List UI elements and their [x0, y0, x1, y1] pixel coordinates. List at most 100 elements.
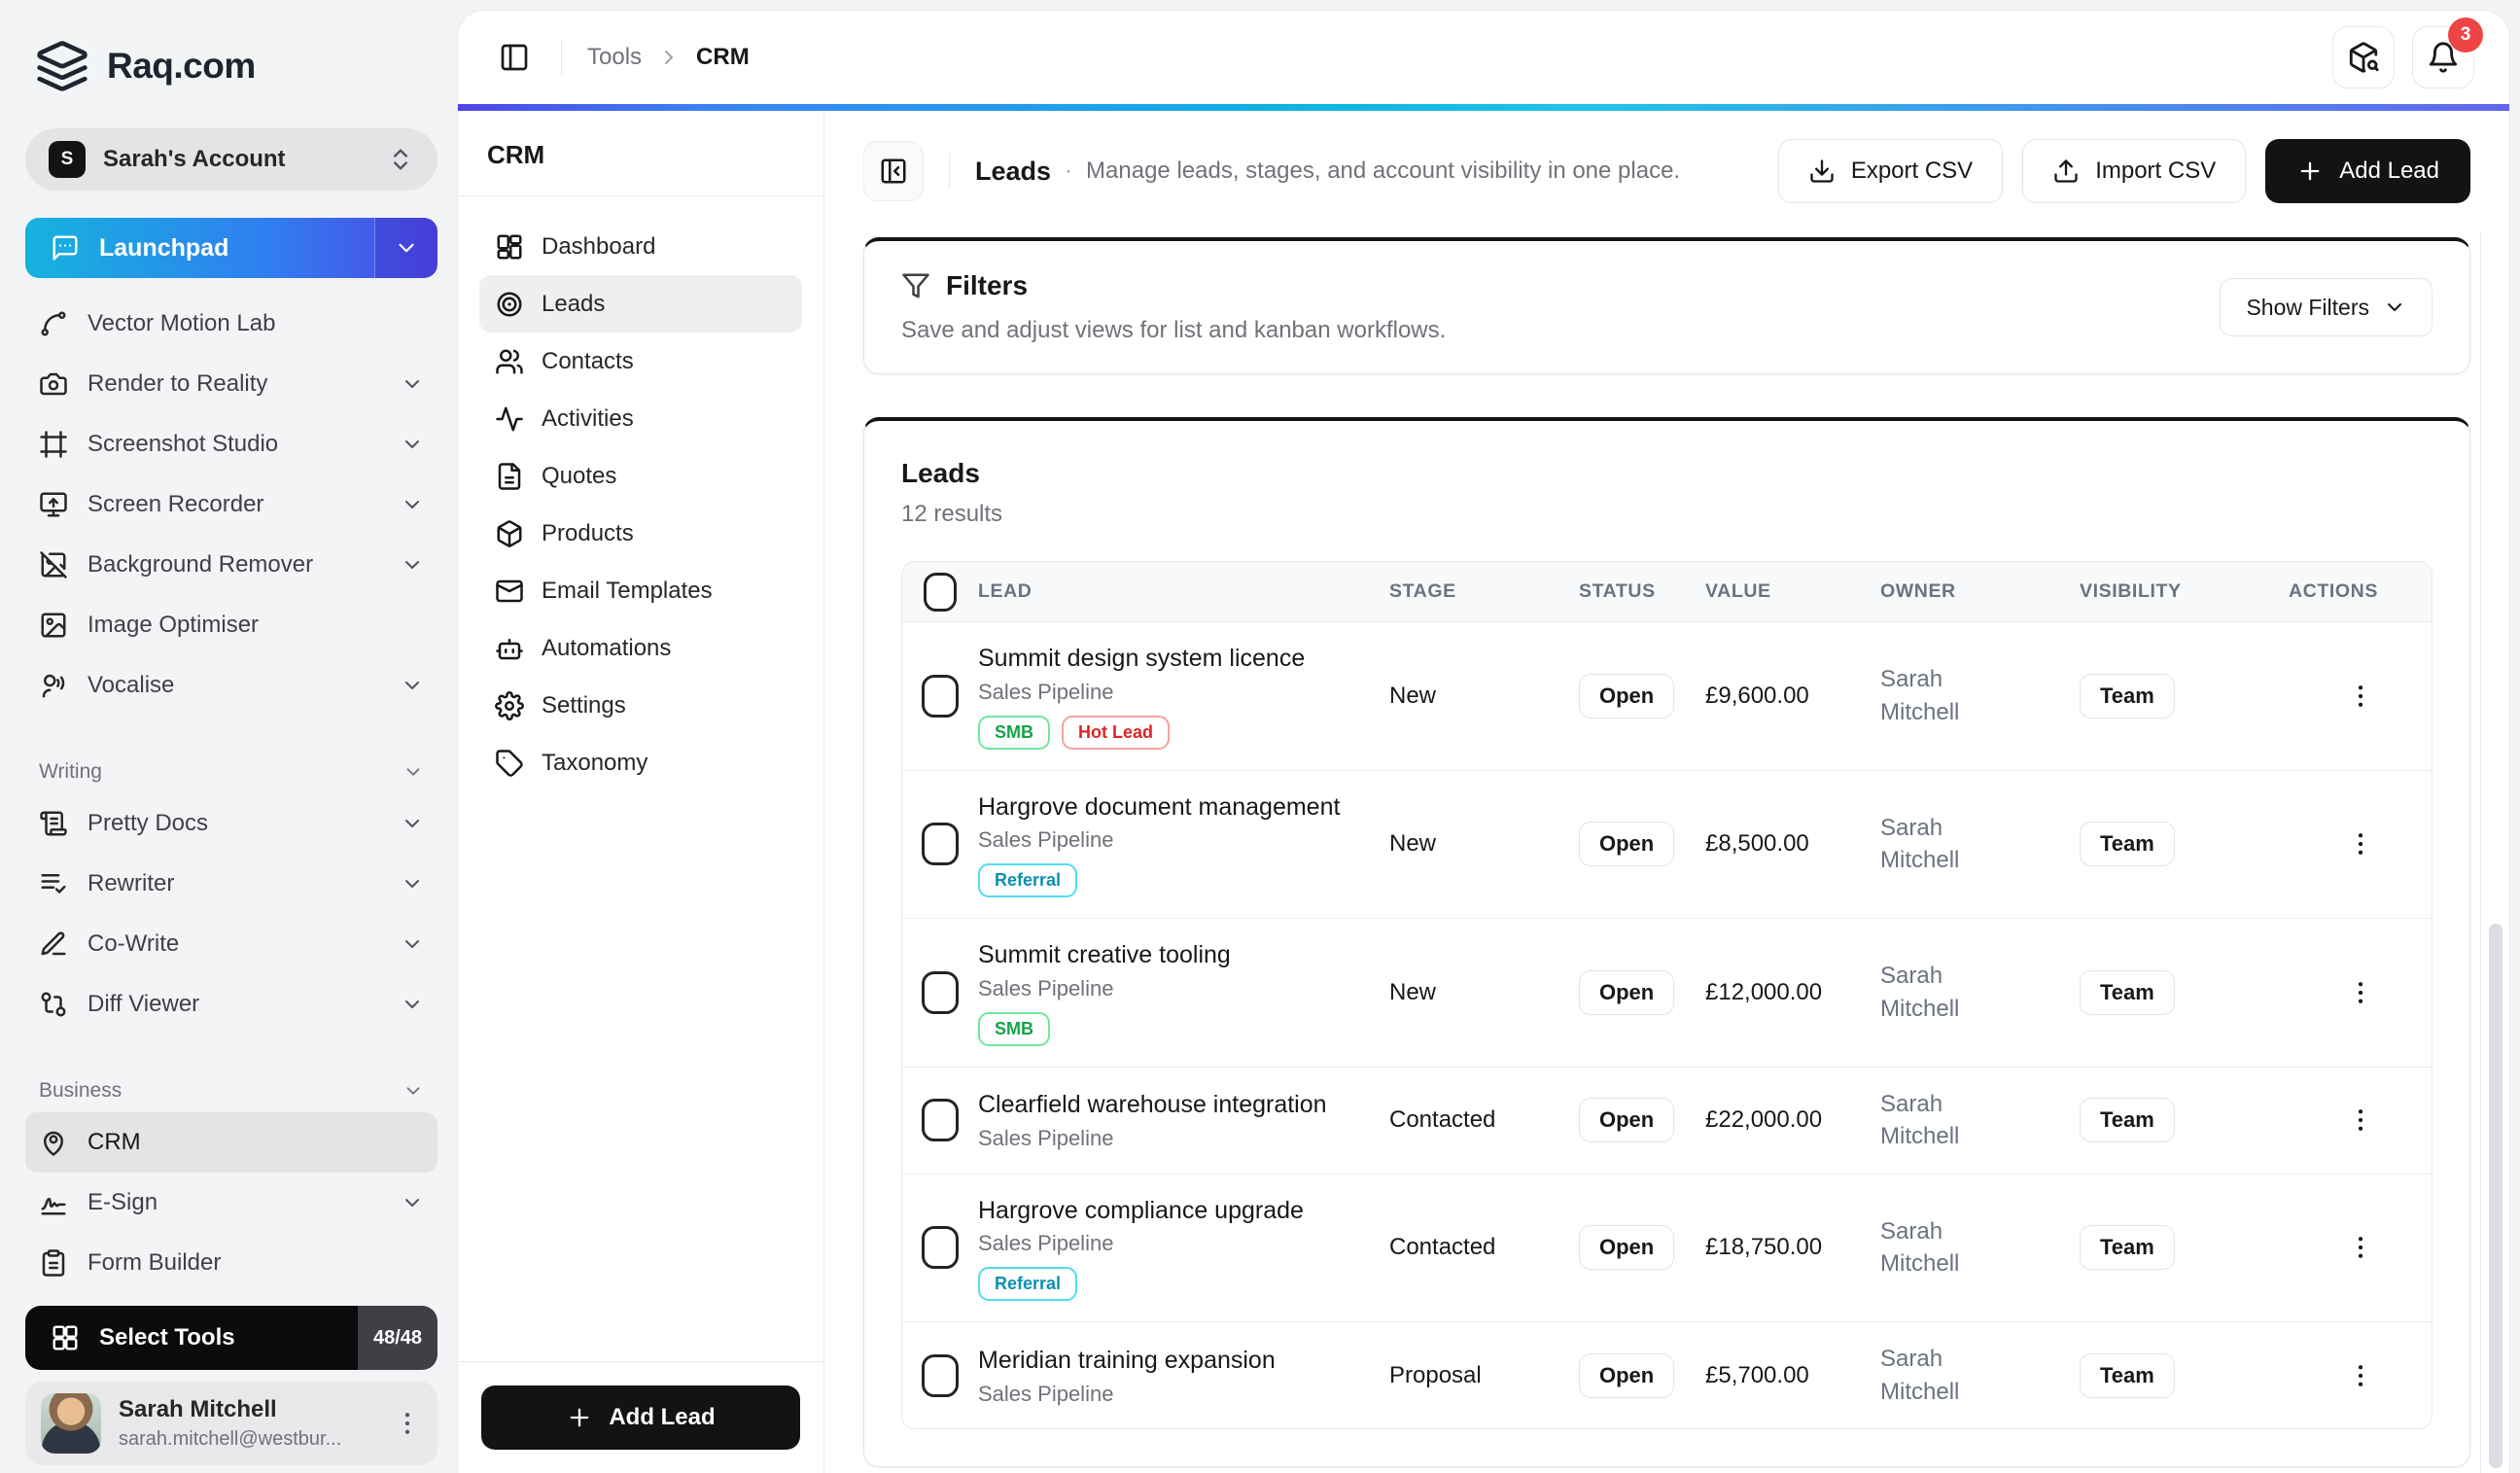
select-tools-button[interactable]: Select Tools 48/48 [25, 1306, 438, 1370]
collapse-panel-button[interactable] [863, 141, 924, 201]
lead-cell: Hargrove document management Sales Pipeli… [978, 791, 1389, 897]
crm-nav-item-label: Quotes [542, 462, 617, 489]
target-icon [495, 290, 524, 319]
chevrons-up-down-icon [387, 146, 414, 173]
chevron-right-icon [657, 46, 681, 69]
tag-icon [495, 749, 524, 778]
package-search-button[interactable] [2332, 26, 2395, 88]
crm-nav-item-contacts[interactable]: Contacts [479, 333, 802, 390]
sidebar-item-pretty-docs[interactable]: Pretty Docs [25, 793, 438, 854]
import-csv-button[interactable]: Import CSV [2022, 139, 2247, 203]
scrollbar-track[interactable] [2480, 231, 2509, 1473]
row-menu-button[interactable] [2346, 682, 2375, 711]
sidebar-item-screen-recorder[interactable]: Screen Recorder [25, 474, 438, 535]
content-scroll-area[interactable]: Filters Save and adjust views for list a… [824, 231, 2509, 1473]
sidebar-add-lead-label: Add Lead [609, 1404, 716, 1430]
stage-cell: New [1389, 830, 1437, 858]
row-menu-button[interactable] [2346, 1233, 2375, 1262]
sidebar-section-writing[interactable]: Writing [25, 751, 438, 793]
actions-cell [2289, 1105, 2432, 1135]
visibility-cell: Team [2080, 822, 2289, 867]
row-checkbox[interactable] [922, 1099, 959, 1142]
lead-cell: Clearfield warehouse integration Sales Pi… [978, 1089, 1389, 1151]
mail-icon [495, 577, 524, 606]
profile-menu-button[interactable] [393, 1409, 422, 1438]
crm-nav-item-products[interactable]: Products [479, 505, 802, 562]
filters-title: Filters [946, 270, 1029, 300]
lead-name: Hargrove document management [978, 792, 1341, 821]
sidebar-item-form-builder[interactable]: Form Builder [25, 1233, 438, 1293]
row-menu-button[interactable] [2346, 978, 2375, 1007]
crm-nav-item-settings[interactable]: Settings [479, 677, 802, 734]
brand-logo-icon [35, 39, 89, 93]
row-menu-button[interactable] [2346, 829, 2375, 859]
status-cell: Open [1579, 673, 1705, 719]
filters-subtitle: Save and adjust views for list and kanba… [901, 317, 1447, 343]
sidebar-item-vector-motion-lab[interactable]: Vector Motion Lab [25, 294, 438, 354]
sidebar-item-label: Co-Write [88, 930, 180, 957]
sidebar-item-image-optimiser[interactable]: Image Optimiser [25, 595, 438, 655]
user-profile-card[interactable]: Sarah Mitchell sarah.mitchell@westbur... [25, 1382, 438, 1465]
section-label: Writing [39, 760, 102, 783]
sidebar-item-background-remover[interactable]: Background Remover [25, 535, 438, 595]
crm-nav-item-quotes[interactable]: Quotes [479, 447, 802, 505]
sidebar-item-screenshot-studio[interactable]: Screenshot Studio [25, 414, 438, 474]
owner-cell: Sarah Mitchell [1880, 1346, 1960, 1405]
crm-nav-item-leads[interactable]: Leads [479, 275, 802, 333]
row-checkbox[interactable] [922, 674, 959, 718]
topbar: Tools CRM 3 [458, 11, 2509, 111]
sidebar-item-e-sign[interactable]: E-Sign [25, 1173, 438, 1233]
row-checkbox[interactable] [922, 823, 959, 866]
sidebar-item-label: Vocalise [88, 672, 175, 698]
export-csv-button[interactable]: Export CSV [1777, 139, 2004, 203]
crm-nav-item-email-templates[interactable]: Email Templates [479, 562, 802, 619]
owner-cell: Sarah Mitchell [1880, 963, 1960, 1022]
app-sidebar: Raq.com S Sarah's Account Launchpad Vect… [0, 0, 457, 1473]
sidebar-item-co-write[interactable]: Co-Write [25, 914, 438, 974]
value-cell: £18,750.00 [1705, 1234, 1823, 1261]
add-lead-button[interactable]: Add Lead [2265, 139, 2470, 203]
account-switcher-label: Sarah's Account [103, 146, 286, 172]
row-checkbox[interactable] [922, 970, 959, 1014]
pin-user-icon [39, 1128, 68, 1157]
launchpad-main[interactable]: Launchpad [25, 218, 375, 278]
launchpad-button[interactable]: Launchpad [25, 218, 438, 278]
sidebar-section-business[interactable]: Business [25, 1070, 438, 1112]
launchpad-expand-button[interactable] [375, 218, 438, 278]
sidebar-toggle-button[interactable] [493, 27, 536, 88]
status-cell: Open [1579, 1225, 1705, 1271]
scrollbar-thumb[interactable] [2489, 924, 2502, 1468]
crm-nav-item-activities[interactable]: Activities [479, 390, 802, 447]
sidebar-item-rewriter[interactable]: Rewriter [25, 854, 438, 914]
crm-nav-item-label: Dashboard [542, 232, 656, 260]
row-menu-button[interactable] [2346, 1105, 2375, 1135]
breadcrumb-tools-link[interactable]: Tools [587, 44, 643, 70]
sidebar-add-lead-button[interactable]: Add Lead [481, 1385, 800, 1450]
add-lead-label: Add Lead [2339, 158, 2439, 184]
sidebar-item-label: Screenshot Studio [88, 431, 279, 457]
chevron-down-icon [2383, 296, 2406, 319]
sidebar-item-label: Vector Motion Lab [88, 310, 276, 336]
sidebar-item-crm[interactable]: CRM [25, 1112, 438, 1173]
table-header-row: LEAD STAGE STATUS VALUE OWNER VISIBILITY ACTIO… [902, 562, 2432, 622]
visibility-badge: Team [2080, 1352, 2175, 1398]
crm-nav-item-automations[interactable]: Automations [479, 619, 802, 677]
clipboard-list-icon [39, 1248, 68, 1278]
row-menu-button[interactable] [2346, 1361, 2375, 1390]
show-filters-button[interactable]: Show Filters [2220, 278, 2432, 336]
status-badge: Open [1579, 822, 1675, 867]
row-checkbox[interactable] [922, 1353, 959, 1397]
crm-nav-item-dashboard[interactable]: Dashboard [479, 218, 802, 275]
row-checkbox[interactable] [922, 1226, 959, 1270]
select-tools-main[interactable]: Select Tools [25, 1306, 358, 1370]
notification-badge: 3 [2448, 18, 2483, 53]
page-header: Leads · Manage leads, stages, and accoun… [824, 111, 2509, 231]
select-all-checkbox[interactable] [924, 572, 957, 612]
sidebar-item-diff-viewer[interactable]: Diff Viewer [25, 974, 438, 1035]
sidebar-item-render-to-reality[interactable]: Render to Reality [25, 354, 438, 414]
notifications-button[interactable]: 3 [2412, 18, 2483, 88]
account-switcher[interactable]: S Sarah's Account [25, 128, 438, 191]
crm-nav-item-taxonomy[interactable]: Taxonomy [479, 734, 802, 791]
sidebar-item-vocalise[interactable]: Vocalise [25, 655, 438, 716]
crm-nav-item-label: Activities [542, 404, 634, 432]
